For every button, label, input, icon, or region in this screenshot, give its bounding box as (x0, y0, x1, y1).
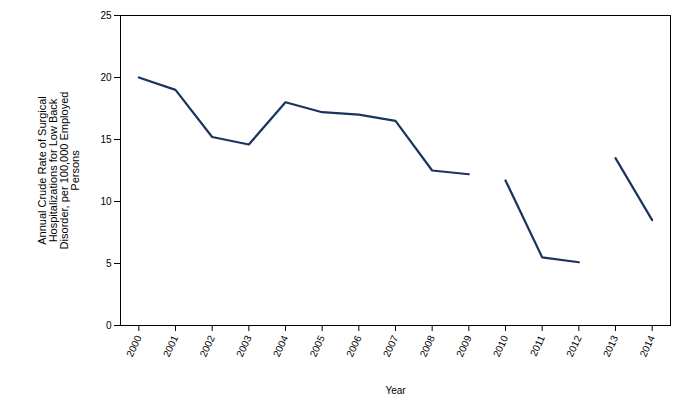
svg-text:2011: 2011 (528, 333, 547, 358)
svg-text:20: 20 (100, 72, 112, 83)
svg-text:2000: 2000 (124, 333, 144, 358)
svg-text:25: 25 (100, 10, 112, 21)
svg-text:10: 10 (100, 196, 112, 207)
svg-text:Year: Year (385, 385, 406, 396)
svg-text:2012: 2012 (564, 333, 584, 358)
svg-text:5: 5 (106, 258, 112, 269)
svg-text:2014: 2014 (638, 333, 658, 358)
svg-text:2007: 2007 (381, 333, 401, 358)
svg-text:2003: 2003 (234, 333, 254, 358)
svg-text:2013: 2013 (601, 333, 621, 358)
svg-text:2004: 2004 (271, 333, 291, 358)
svg-text:2009: 2009 (454, 333, 474, 358)
svg-text:2002: 2002 (198, 333, 218, 358)
svg-text:2006: 2006 (344, 333, 364, 358)
svg-text:15: 15 (100, 134, 112, 145)
svg-text:2001: 2001 (161, 333, 181, 358)
svg-text:2010: 2010 (491, 333, 511, 358)
svg-text:2005: 2005 (308, 333, 328, 358)
svg-text:Annual Crude Rate of SurgicalH: Annual Crude Rate of SurgicalHospitaliza… (36, 92, 81, 250)
svg-text:0: 0 (106, 320, 112, 331)
svg-text:2008: 2008 (418, 333, 438, 358)
